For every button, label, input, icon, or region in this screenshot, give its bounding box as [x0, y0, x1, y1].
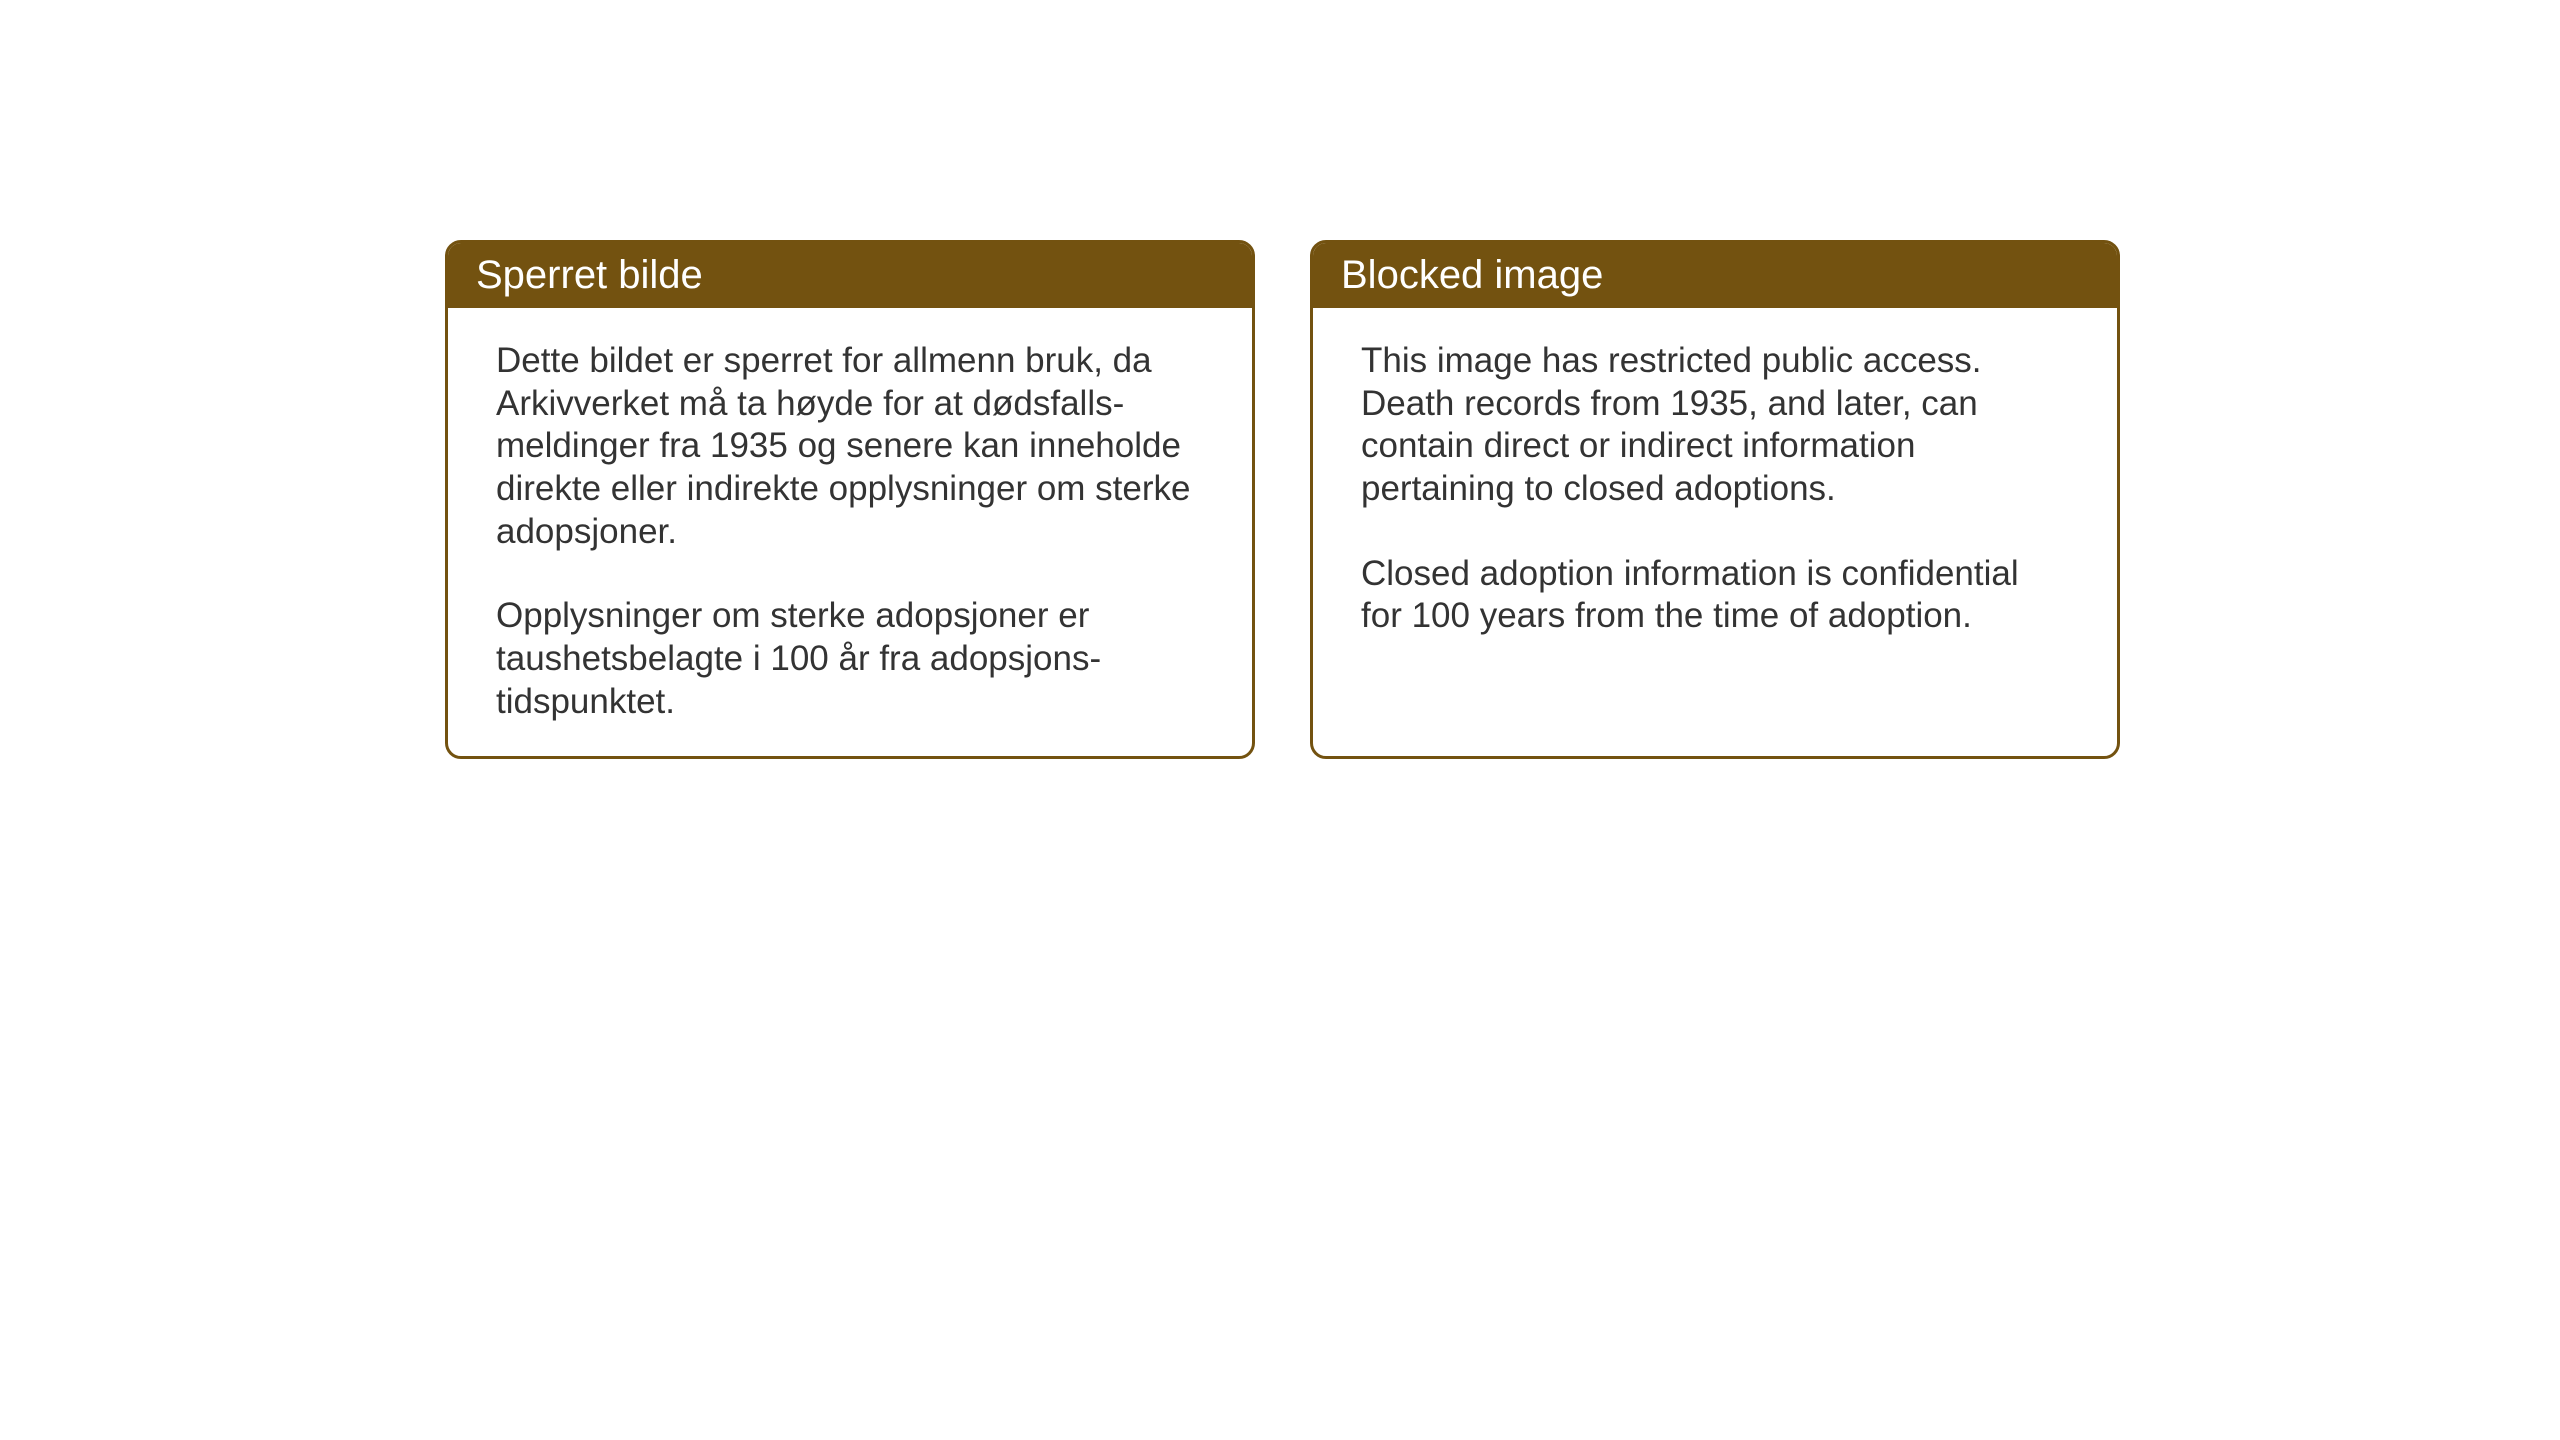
notice-header-norwegian: Sperret bilde — [448, 243, 1252, 308]
notice-header-english: Blocked image — [1313, 243, 2117, 308]
notice-paragraph-norwegian-1: Dette bildet er sperret for allmenn bruk… — [496, 340, 1204, 553]
notice-paragraph-english-1: This image has restricted public access.… — [1361, 340, 2069, 511]
notice-box-norwegian: Sperret bilde Dette bildet er sperret fo… — [445, 240, 1255, 759]
notice-paragraph-norwegian-2: Opplysninger om sterke adopsjoner er tau… — [496, 595, 1204, 723]
notices-container: Sperret bilde Dette bildet er sperret fo… — [445, 240, 2120, 759]
notice-body-norwegian: Dette bildet er sperret for allmenn bruk… — [448, 308, 1252, 756]
notice-box-english: Blocked image This image has restricted … — [1310, 240, 2120, 759]
notice-paragraph-english-2: Closed adoption information is confident… — [1361, 553, 2069, 638]
notice-body-english: This image has restricted public access.… — [1313, 308, 2117, 708]
